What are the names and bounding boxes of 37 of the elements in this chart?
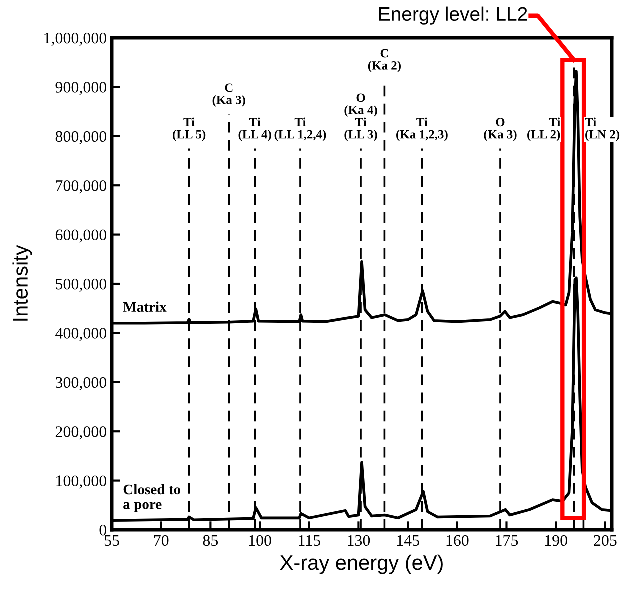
y-tick-label: 0 xyxy=(100,524,107,536)
y-tick-label: 100,000 xyxy=(56,476,107,489)
y-tick-label: 200,000 xyxy=(56,426,107,440)
y-tick-label: 300,000 xyxy=(56,377,107,390)
x-tick-label: 70 xyxy=(154,535,169,546)
x-tick-label: 145 xyxy=(397,535,420,546)
x-tick-label: 85 xyxy=(203,535,218,546)
y-axis-title: Intensity xyxy=(12,245,32,321)
y-tick-label: 900,000 xyxy=(56,82,107,96)
x-tick-label: 190 xyxy=(546,535,568,546)
x-tick-label: 205 xyxy=(594,535,617,546)
x-tick-label: 160 xyxy=(446,535,469,546)
series-label: Matrix xyxy=(123,302,167,312)
annotation: Energy level: LL2 xyxy=(379,6,528,25)
y-tick-label: 600,000 xyxy=(56,230,107,243)
ref-line-label: Ti (Ka 1,2,3) xyxy=(396,118,448,142)
x-tick-label: 175 xyxy=(496,535,518,546)
ref-line-label: Ti (LL 5) xyxy=(173,118,206,142)
ref-line-label: C (Ka 2) xyxy=(368,49,401,72)
ref-line-label: Ti (LL 4) xyxy=(238,118,272,142)
y-tick-label: 500,000 xyxy=(56,278,107,292)
series-label: Closed to a pore xyxy=(124,484,180,512)
y-tick-label: 400,000 xyxy=(56,328,107,342)
y-tick-label: 700,000 xyxy=(56,180,107,194)
ref-line-label: Ti (LL 1,2,4) xyxy=(274,118,326,142)
y-tick-label: 1,000,000 xyxy=(44,32,107,46)
y-tick-label: 800,000 xyxy=(56,131,107,144)
x-tick-label: 100 xyxy=(249,535,272,546)
ref-line-label: O (Ka 3) xyxy=(484,118,517,142)
ref-line-label: Ti (LN 2) xyxy=(585,118,620,142)
x-tick-label: 130 xyxy=(348,535,370,546)
ref-line-label: Ti (LL 2) xyxy=(528,118,560,142)
x-tick-label: 55 xyxy=(104,535,120,546)
ref-line-label: O (Ka 4) Ti (LL 3) xyxy=(344,94,378,142)
x-axis-title: X-ray energy (eV) xyxy=(280,554,443,574)
ref-line-label: C (Ka 3) xyxy=(212,84,246,107)
x-tick-label: 115 xyxy=(299,535,320,546)
